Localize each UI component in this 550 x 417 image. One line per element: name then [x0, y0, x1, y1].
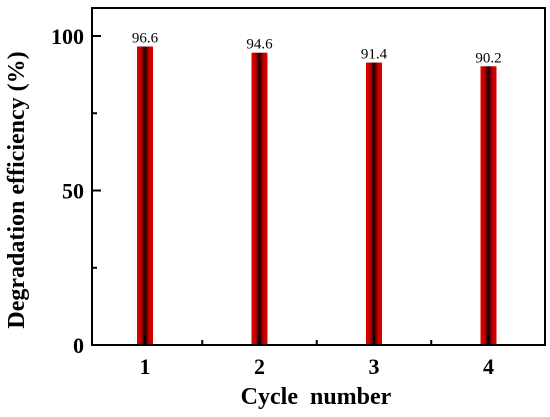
plot-area: 96.6 94.6 91.4 90.2 0 50 100 1 2 3 4 — [51, 7, 546, 379]
data-label-2: 94.6 — [246, 37, 273, 53]
bar-1 — [137, 46, 153, 345]
bar-3 — [366, 62, 382, 345]
data-label-4: 90.2 — [475, 50, 501, 66]
y-tick-label: 0 — [73, 333, 84, 358]
x-axis-title: Cycle number — [241, 384, 392, 410]
data-label-1: 96.6 — [132, 31, 159, 47]
y-tick-label: 100 — [51, 24, 84, 49]
bar-4 — [480, 66, 497, 346]
data-label-3: 91.4 — [361, 47, 388, 63]
x-tick-label-3: 3 — [369, 354, 380, 379]
x-tick-label-4: 4 — [483, 354, 494, 379]
y-tick-label: 50 — [62, 179, 84, 204]
bar-2 — [251, 52, 268, 345]
y-axis-title: Degradation efficiency (%) — [4, 51, 30, 328]
x-tick-label-1: 1 — [140, 354, 151, 379]
x-tick-label-2: 2 — [254, 354, 265, 379]
plot-frame — [91, 7, 546, 346]
